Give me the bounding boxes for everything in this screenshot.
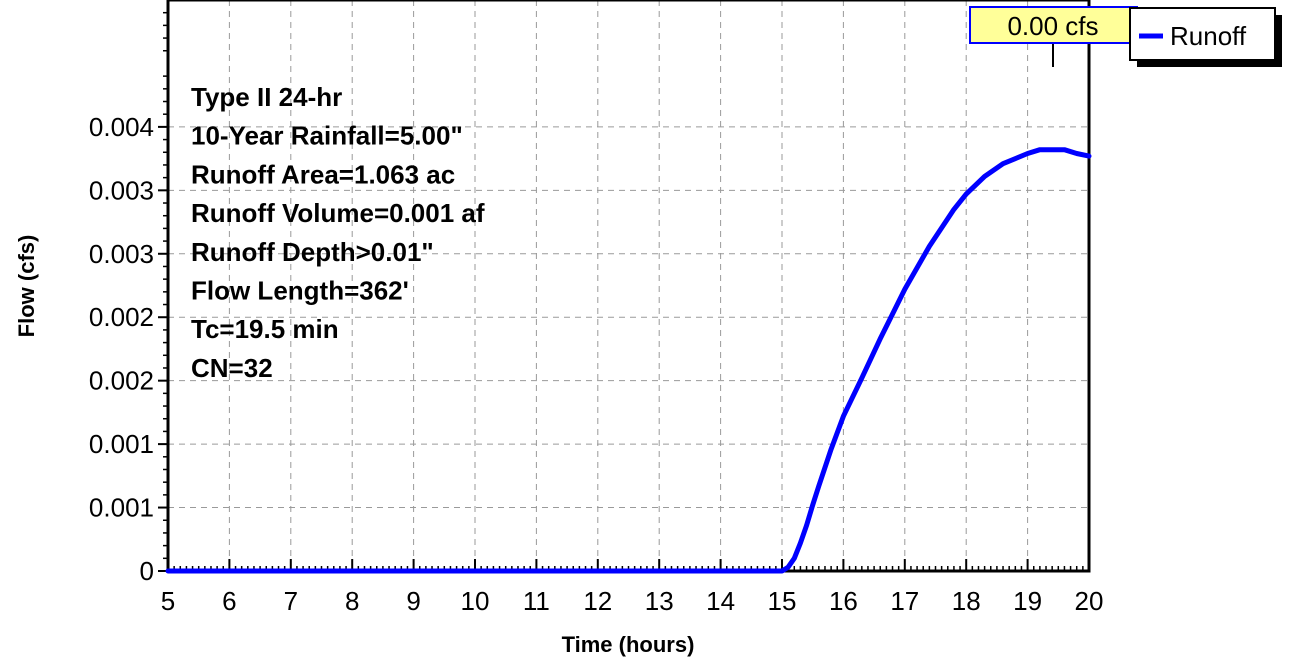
- legend-box: [1129, 7, 1276, 61]
- annotation-line: Runoff Depth>0.01": [191, 237, 434, 267]
- x-tick-label: 13: [645, 586, 674, 616]
- x-tick-label: 10: [461, 586, 490, 616]
- x-axis-ticks: 5 6 7 8 9 10 11 12 13 14 15 16 17 18 19 20: [161, 559, 1104, 616]
- y-tick-label: 0.003: [89, 239, 154, 269]
- y-tick-label: 0.002: [89, 302, 154, 332]
- annotation-line: Flow Length=362': [191, 276, 409, 306]
- y-tick-label: 0: [140, 556, 154, 586]
- annotation-line: Tc=19.5 min: [191, 314, 339, 344]
- x-tick-label: 9: [406, 586, 420, 616]
- x-tick-label: 19: [1013, 586, 1042, 616]
- y-tick-label: 0.001: [89, 429, 154, 459]
- y-tick-label: 0.001: [89, 493, 154, 523]
- x-tick-label: 16: [829, 586, 858, 616]
- annotation-line: Type II 24-hr: [191, 82, 342, 112]
- y-axis-title: Flow (cfs): [14, 235, 39, 338]
- x-tick-label: 5: [161, 586, 175, 616]
- series-line-runoff: [165, 147, 1092, 574]
- grid-lines: [168, 0, 1089, 571]
- x-tick-label: 14: [706, 586, 735, 616]
- x-tick-label: 20: [1075, 586, 1104, 616]
- x-tick-label: 6: [222, 586, 236, 616]
- y-tick-label: 0.003: [89, 175, 154, 205]
- peak-callout-label: 0.00 cfs: [1007, 11, 1098, 41]
- x-tick-label: 12: [583, 586, 612, 616]
- x-tick-label: 11: [523, 586, 550, 616]
- y-tick-label: 0.002: [89, 366, 154, 396]
- x-tick-label: 15: [768, 586, 797, 616]
- y-axis-ticks: 0 0.001 0.001 0.002 0.002 0.003 0.003 0.004: [89, 112, 168, 586]
- x-tick-label: 17: [890, 586, 919, 616]
- x-axis-title: Time (hours): [562, 632, 695, 657]
- y-tick-label: 0.004: [89, 112, 154, 142]
- x-tick-label: 18: [952, 586, 981, 616]
- annotation-line: Runoff Area=1.063 ac: [191, 159, 455, 189]
- x-tick-label: 7: [284, 586, 298, 616]
- annotation-line: Runoff Volume=0.001 af: [191, 198, 485, 228]
- annotation-line: 10-Year Rainfall=5.00": [191, 121, 463, 151]
- x-tick-label: 8: [345, 586, 359, 616]
- annotation-block: Type II 24-hr 10-Year Rainfall=5.00" Runof…: [191, 82, 485, 383]
- legend-label-runoff: Runoff: [1170, 21, 1247, 51]
- annotation-line: CN=32: [191, 353, 273, 383]
